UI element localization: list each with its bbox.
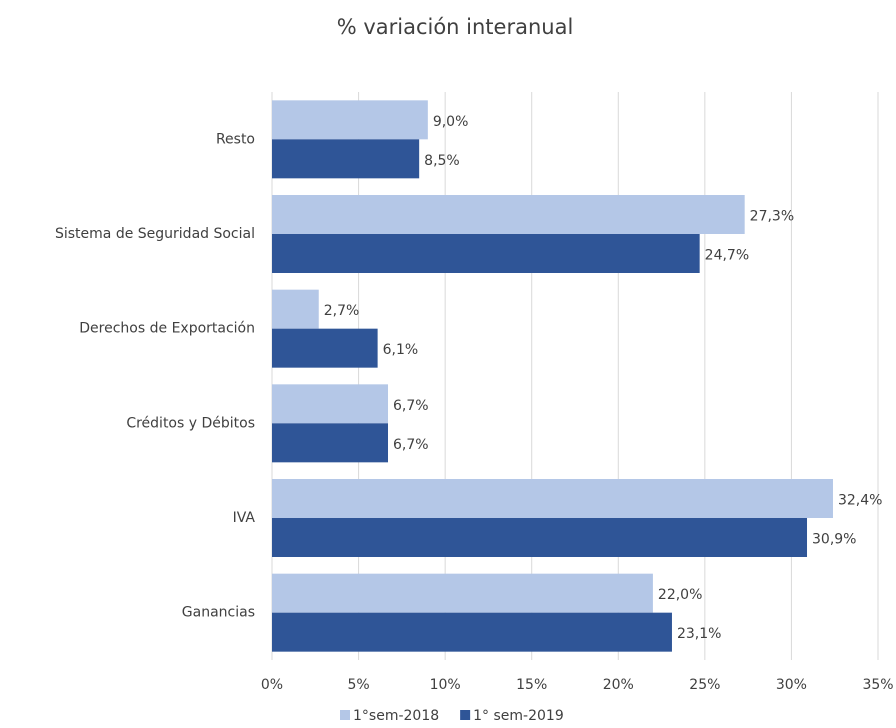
x-tick-label: 30% xyxy=(776,677,807,693)
bar xyxy=(272,479,833,518)
value-label: 9,0% xyxy=(433,114,469,130)
bar xyxy=(272,612,672,652)
x-tick-label: 35% xyxy=(862,677,893,693)
value-label: 32,4% xyxy=(838,493,882,509)
value-label: 6,7% xyxy=(393,437,429,453)
value-label: 27,3% xyxy=(750,209,794,225)
y-tick-label: Créditos y Débitos xyxy=(126,415,255,431)
bar xyxy=(272,423,389,463)
value-label: 22,0% xyxy=(658,587,702,603)
y-tick-label: Resto xyxy=(216,131,255,147)
bar xyxy=(272,289,319,329)
legend-swatch xyxy=(460,710,471,720)
value-label: 8,5% xyxy=(424,153,460,169)
bar xyxy=(272,573,653,613)
x-tick-label: 0% xyxy=(261,677,283,693)
x-tick-label: 25% xyxy=(689,677,720,693)
y-tick-label: Ganancias xyxy=(182,605,255,621)
legend-swatch xyxy=(340,710,350,720)
value-label: 2,7% xyxy=(324,303,360,319)
value-label: 24,7% xyxy=(705,248,749,264)
bar xyxy=(272,328,378,368)
x-tick-label: 5% xyxy=(347,677,369,693)
value-label: 23,1% xyxy=(677,626,721,642)
bar xyxy=(272,518,808,557)
chart-title: % variación interanual xyxy=(337,15,574,39)
x-tick-label: 10% xyxy=(430,677,461,693)
value-label: 6,1% xyxy=(383,342,419,358)
y-tick-label: Derechos de Exportación xyxy=(79,321,255,337)
bar xyxy=(272,139,420,179)
legend-label: 1°sem-2018 xyxy=(353,708,439,724)
y-tick-label: IVA xyxy=(233,510,256,526)
bar xyxy=(272,100,428,140)
legend-label: 1° sem-2019 xyxy=(473,708,564,724)
value-label: 30,9% xyxy=(812,532,856,548)
y-tick-label: Sistema de Seguridad Social xyxy=(55,226,255,242)
x-tick-label: 20% xyxy=(603,677,634,693)
bar xyxy=(272,195,745,234)
x-tick-label: 15% xyxy=(516,677,547,693)
value-label: 6,7% xyxy=(393,398,429,414)
bar xyxy=(272,384,389,424)
bar xyxy=(272,234,700,273)
